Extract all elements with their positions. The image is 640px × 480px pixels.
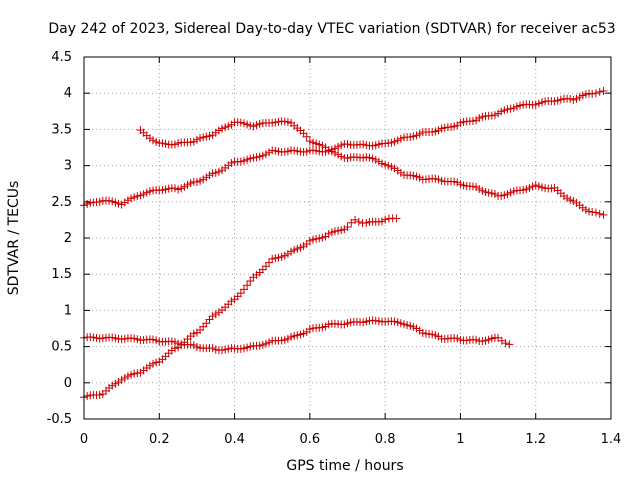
x-tick-label: 0 bbox=[80, 432, 88, 447]
grid bbox=[84, 57, 611, 419]
y-tick-label: 4 bbox=[64, 86, 72, 101]
data-point bbox=[599, 210, 608, 219]
series-satellite-1 bbox=[80, 316, 514, 355]
series-satellite-2 bbox=[80, 214, 401, 402]
x-axis-label: GPS time / hours bbox=[286, 458, 403, 474]
data-point bbox=[591, 89, 600, 98]
y-tick-label: 4.5 bbox=[51, 50, 72, 65]
data-point bbox=[599, 87, 608, 96]
y-axis-label: SDTVAR / TECUs bbox=[6, 181, 22, 296]
x-tick-label: 1 bbox=[456, 432, 464, 447]
x-tick-label: 0.2 bbox=[149, 432, 170, 447]
x-tick-label: 1.4 bbox=[601, 432, 622, 447]
plot-frame bbox=[83, 56, 612, 420]
data-point bbox=[354, 217, 363, 226]
series-satellite-4 bbox=[136, 87, 608, 155]
data-point bbox=[343, 222, 352, 231]
data-point bbox=[505, 340, 514, 349]
y-tick-label: 3 bbox=[64, 159, 72, 174]
data-point bbox=[591, 208, 600, 217]
y-tick-label: 1.5 bbox=[51, 267, 72, 282]
chart-title: Day 242 of 2023, Sidereal Day-to-day VTE… bbox=[48, 21, 615, 37]
y-tick-label: 2 bbox=[64, 231, 72, 246]
y-tick-label: -0.5 bbox=[47, 412, 72, 427]
y-tick-label: 0.5 bbox=[51, 340, 72, 355]
y-tick-label: 1 bbox=[64, 303, 72, 318]
x-tick-label: 0.8 bbox=[375, 432, 396, 447]
x-tick-label: 0.4 bbox=[224, 432, 245, 447]
data-point bbox=[351, 215, 360, 224]
data-points bbox=[80, 87, 608, 402]
series-satellite-3 bbox=[80, 146, 608, 219]
y-tick-label: 3.5 bbox=[51, 122, 72, 137]
data-point bbox=[501, 339, 510, 348]
data-point bbox=[588, 207, 597, 216]
data-point bbox=[595, 87, 604, 96]
data-point bbox=[392, 214, 401, 223]
y-tick-label: 0 bbox=[64, 376, 72, 391]
data-point bbox=[243, 281, 252, 290]
data-point bbox=[302, 132, 311, 141]
y-tick-label: 2.5 bbox=[51, 195, 72, 210]
data-point bbox=[595, 209, 604, 218]
x-tick-label: 0.6 bbox=[300, 432, 321, 447]
data-point bbox=[381, 215, 390, 224]
y-axis: -0.5 0 0.5 1 1.5 2 2.5 3 3.5 4 4.5 bbox=[47, 50, 611, 427]
x-axis: 0 0.2 0.4 0.6 0.8 1 1.2 1.4 bbox=[80, 57, 621, 447]
data-point bbox=[588, 89, 597, 98]
data-point bbox=[239, 285, 248, 294]
x-tick-label: 1.2 bbox=[525, 432, 546, 447]
